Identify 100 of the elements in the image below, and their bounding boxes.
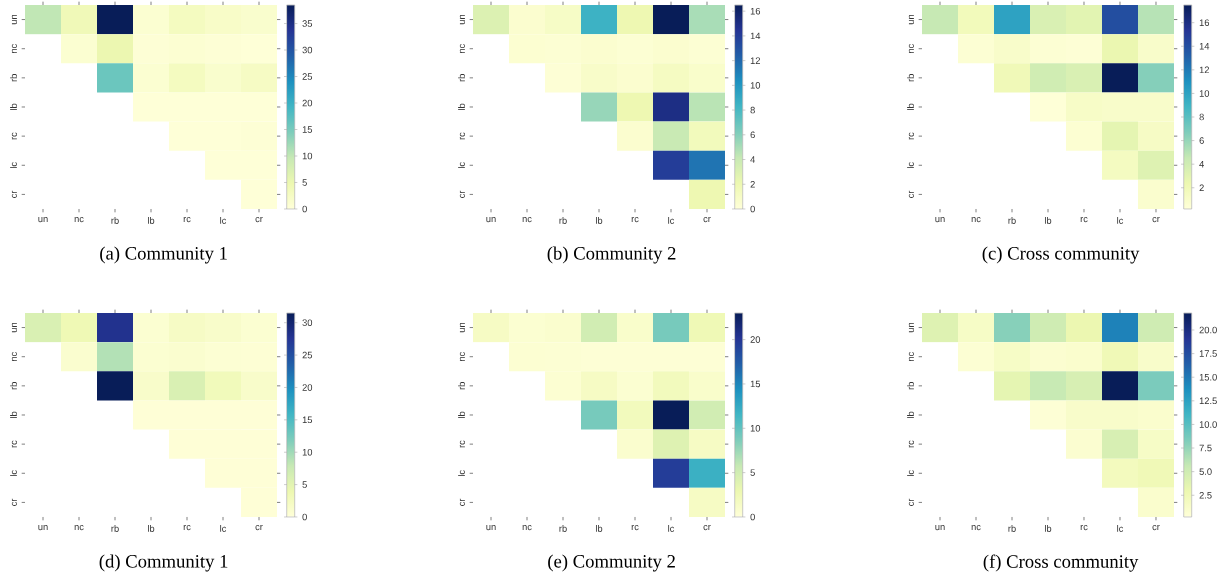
x-tick-label: lc [220,525,227,532]
y-tick-label: nc [11,352,17,362]
x-tick-label: cr [703,525,711,531]
y-tick-label: un [11,322,17,333]
color-bar-label: 8 [750,106,755,114]
y-tick-label: lb [458,411,465,418]
x-tick-label: rb [1008,525,1016,532]
x-tick-label: cr [255,217,263,223]
x-tick-label: rc [1080,217,1088,223]
x-tick-label: un [935,525,945,531]
color-bar-label: 0 [302,205,307,213]
x-tick-label: cr [1152,525,1160,531]
y-tick-label: cr [11,190,17,198]
x-tick-label: rb [111,217,119,224]
y-tick-label: lc [907,470,914,477]
x-tick-label: nc [74,217,84,223]
x-tick-label: un [38,525,48,531]
text: (a) Community 1 [100,246,227,264]
y-tick-label: lc [458,162,465,169]
color-bar-label: 5.0 [1199,468,1212,475]
y-tick-label: rb [458,74,465,82]
color-bar-label: 10 [750,82,761,89]
x-tick-label: rb [559,217,567,224]
y-tick-label: lc [458,470,465,477]
x-tick-label: un [486,217,496,223]
color-bar-label: 10.0 [1199,421,1217,428]
x-tick-label: rc [1080,525,1088,531]
y-tick-label: rc [11,132,17,140]
x-tick-label: lc [1117,217,1124,224]
color-bar-label: 0 [302,513,307,521]
color-bar-label: 25 [302,351,313,359]
y-tick-label: rb [10,74,17,82]
x-tick-label: nc [522,525,532,531]
color-bar-label: 2.5 [1199,491,1212,499]
color-bar-label: 15 [750,380,761,388]
y-tick-label: nc [459,352,465,362]
x-tick-label: un [486,525,496,531]
x-tick-label: lb [596,217,603,224]
color-bar-label: 6 [1199,137,1204,144]
color-bar-label: 5 [302,481,307,488]
y-tick-label: lb [907,103,914,110]
y-tick-label: cr [459,498,465,506]
y-tick-label: un [908,322,914,333]
color-bar-label: 17.5 [1199,350,1217,357]
x-tick-label: nc [74,525,84,531]
text: (d) Community 1 [99,554,228,572]
x-tick-label: cr [255,525,263,531]
x-tick-label: rb [559,525,567,532]
y-tick-label: rb [907,382,914,390]
color-bar-label: 35 [302,20,313,27]
color-bar-label: 5 [302,179,307,186]
color-bar-label: 15.0 [1199,373,1217,381]
x-tick-label: rc [631,525,639,531]
color-bar-label: 20 [750,336,761,343]
color-bar-label: 16 [1199,19,1210,26]
color-bar-label: 0 [750,205,755,213]
x-tick-label: lc [668,217,675,224]
x-tick-label: lc [668,525,675,532]
color-bar-label: 16 [750,7,761,15]
color-bar-label: 30 [302,46,313,54]
y-tick-label: lc [10,470,17,477]
x-tick-label: rc [631,217,639,223]
y-tick-label: rc [459,132,465,140]
y-tick-label: cr [11,498,17,506]
y-tick-label: lc [10,162,17,169]
text: (f) Cross community [983,554,1139,572]
x-tick-label: lc [220,217,227,224]
y-tick-label: lb [10,411,17,418]
x-tick-label: rc [183,525,191,531]
x-tick-label: lb [148,525,155,532]
color-bar-label: 12 [750,57,761,64]
color-bar-label: 4 [1199,160,1204,168]
y-tick-label: lb [907,411,914,418]
color-bar-label: 25 [302,73,313,80]
x-tick-label: lb [1044,525,1052,532]
y-tick-label: lc [907,162,914,169]
y-tick-label: rc [459,440,465,448]
y-tick-label: cr [908,498,914,506]
color-bar-label: 14 [750,32,761,40]
text: (b) Community 2 [547,246,676,264]
y-tick-label: rb [458,382,465,390]
y-tick-label: un [459,322,465,333]
y-tick-label: lb [10,103,17,110]
color-bar-label: 20.0 [1199,326,1217,334]
y-tick-label: un [11,14,17,25]
x-tick-label: nc [522,217,532,223]
y-tick-label: cr [908,190,914,198]
text: (c) Cross community [982,246,1140,264]
color-bar-label: 10 [302,448,313,456]
y-tick-label: rb [907,74,914,82]
y-tick-label: rc [908,132,914,140]
color-bar-label: 10 [750,425,761,432]
y-tick-label: nc [908,352,914,362]
y-tick-label: un [908,14,914,25]
color-bar-label: 10 [1199,90,1210,97]
color-bar-label: 20 [302,99,313,107]
color-bar-label: 12 [1199,66,1209,74]
x-tick-label: rb [111,525,119,532]
y-tick-label: rc [11,440,17,448]
text: (e) Community 2 [548,554,675,572]
